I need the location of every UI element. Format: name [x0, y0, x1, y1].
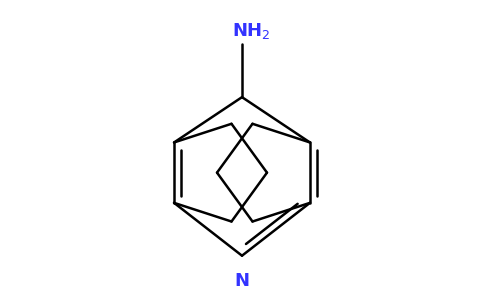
Text: N: N [235, 272, 249, 290]
Text: NH$_2$: NH$_2$ [232, 20, 271, 40]
